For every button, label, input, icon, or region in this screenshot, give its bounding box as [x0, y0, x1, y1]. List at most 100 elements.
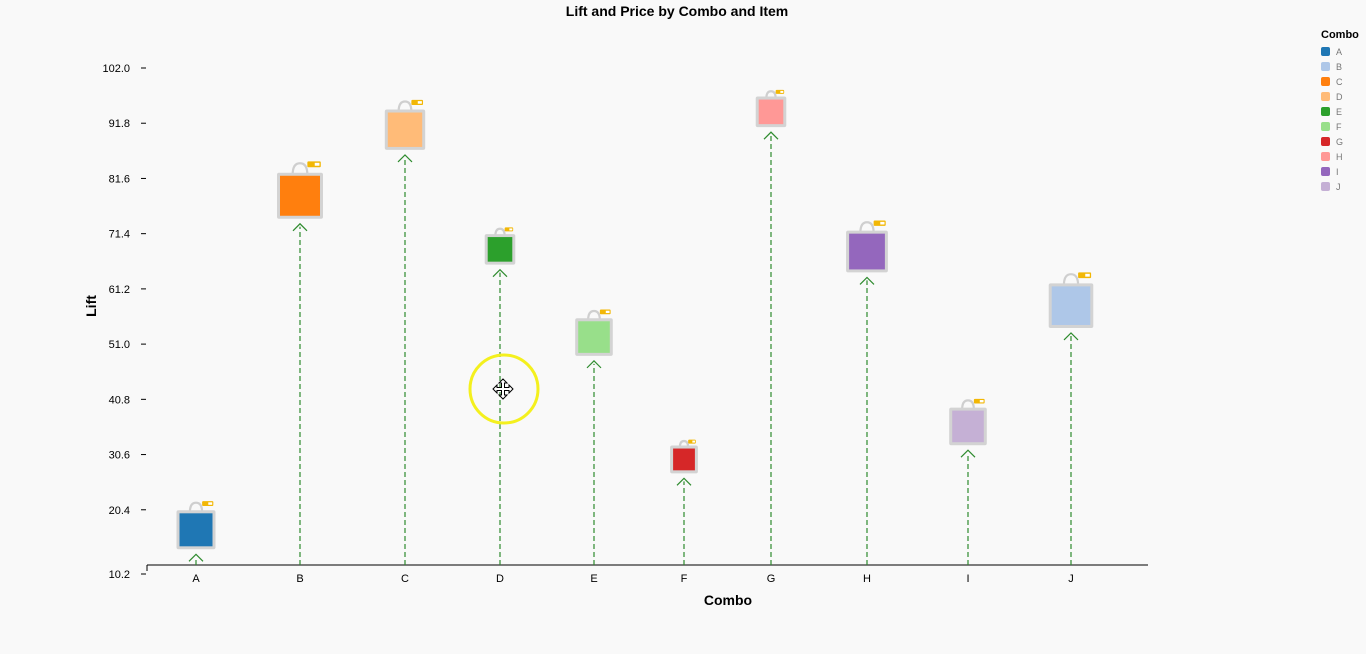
stem-arrowhead: [292, 222, 308, 232]
y-tick-label: 71.4: [109, 229, 130, 241]
stem-arrowhead: [188, 553, 204, 562]
bag-body: [578, 321, 610, 353]
x-tick-label: B: [296, 573, 303, 585]
bag-handle: [188, 501, 204, 513]
cursor-highlight: [468, 353, 540, 425]
y-axis-title: Lift: [83, 295, 99, 317]
x-tick-label: A: [192, 573, 200, 585]
bag-marker-G[interactable]: [755, 89, 787, 128]
legend-label: E: [1336, 107, 1342, 117]
legend-item-G[interactable]: G: [1321, 137, 1343, 147]
x-axis: A B C D E F G H I J: [146, 564, 1148, 585]
bag-handle: [291, 162, 309, 175]
legend-swatch: [1321, 47, 1330, 56]
legend-label: A: [1336, 47, 1342, 57]
legend-item-H[interactable]: H: [1321, 152, 1343, 162]
price-tag-label: [780, 90, 784, 93]
legend-label: F: [1336, 122, 1342, 132]
bag-handle: [961, 399, 975, 410]
legend-item-E[interactable]: E: [1321, 107, 1342, 117]
y-tick-label: 91.8: [109, 118, 130, 130]
bag-body: [179, 513, 213, 547]
stem-arrowhead: [763, 131, 779, 140]
bag-marker-B[interactable]: [277, 161, 323, 219]
bag-handle: [587, 309, 601, 321]
markers-layer: [176, 89, 1094, 550]
legend-item-I[interactable]: I: [1321, 167, 1339, 177]
bag-marker-A[interactable]: [176, 501, 216, 550]
legend-label: I: [1336, 167, 1339, 177]
bag-body: [758, 99, 784, 125]
bag-marker-I[interactable]: [949, 398, 987, 446]
price-tag-label: [314, 162, 320, 166]
bag-handle: [765, 90, 777, 99]
legend-item-J[interactable]: J: [1321, 182, 1341, 192]
x-tick-label: G: [767, 573, 776, 585]
y-tick-label: 20.4: [109, 505, 130, 517]
y-axis: 10.2 20.4 30.6 40.8 51.0 61.2 71.4 81.6 91.8 102.…: [102, 63, 146, 581]
bag-body: [673, 448, 695, 471]
price-tag-label: [692, 440, 696, 443]
bag-handle: [397, 100, 413, 112]
stems-layer: [188, 131, 1079, 565]
cursor-ring: [468, 353, 540, 425]
legend-title: Combo: [1321, 29, 1359, 41]
x-tick-label: D: [496, 573, 504, 585]
price-tag-label: [509, 228, 513, 231]
bag-handle: [494, 227, 506, 237]
bag-marker-J[interactable]: [1048, 272, 1094, 328]
legend-swatch: [1321, 122, 1330, 131]
legend-swatch: [1321, 182, 1330, 191]
y-tick-label: 30.6: [109, 450, 130, 462]
legend-swatch: [1321, 152, 1330, 161]
stem-arrowhead: [1063, 332, 1079, 341]
bag-marker-H[interactable]: [846, 220, 888, 273]
x-tick-label: F: [681, 573, 688, 585]
y-tick-label: 10.2: [109, 569, 130, 581]
bag-marker-F[interactable]: [670, 439, 698, 474]
stem-arrowhead: [859, 276, 875, 285]
bag-body: [1051, 286, 1091, 325]
legend-label: G: [1336, 137, 1343, 147]
bag-marker-D[interactable]: [484, 227, 516, 265]
x-tick-label: I: [966, 573, 969, 585]
bag-marker-E[interactable]: [575, 309, 613, 356]
legend-swatch: [1321, 107, 1330, 116]
stem-arrowhead: [960, 449, 976, 458]
price-tag-label: [1085, 273, 1090, 277]
legend-item-D[interactable]: D: [1321, 92, 1343, 102]
price-tag-label: [208, 502, 213, 505]
price-tag-label: [979, 400, 984, 403]
legend-label: H: [1336, 152, 1343, 162]
stem-arrowhead: [397, 154, 413, 163]
legend-label: D: [1336, 92, 1343, 102]
y-tick-label: 102.0: [102, 63, 130, 75]
bag-body: [849, 233, 885, 270]
x-axis-title: Combo: [704, 592, 752, 608]
x-tick-label: J: [1068, 573, 1074, 585]
legend-label: B: [1336, 62, 1342, 72]
legend-item-C[interactable]: C: [1321, 77, 1343, 87]
chart-title: Lift and Price by Combo and Item: [566, 3, 788, 19]
legend-swatch: [1321, 92, 1330, 101]
bag-body: [487, 237, 513, 262]
legend-item-B[interactable]: B: [1321, 62, 1342, 72]
legend-swatch: [1321, 62, 1330, 71]
legend-item-F[interactable]: F: [1321, 122, 1342, 132]
x-tick-label: H: [863, 573, 871, 585]
x-tick-label: C: [401, 573, 409, 585]
stem-arrowhead: [492, 268, 508, 278]
bag-body: [280, 175, 320, 216]
price-tag-label: [417, 101, 422, 104]
y-tick-label: 51.0: [109, 339, 130, 351]
legend-item-A[interactable]: A: [1321, 47, 1342, 57]
legend-label: C: [1336, 77, 1343, 87]
x-tick-label: E: [590, 573, 597, 585]
stem-arrowhead: [586, 360, 602, 369]
price-tag-label: [880, 221, 885, 225]
bag-marker-C[interactable]: [384, 99, 426, 150]
legend-swatch: [1321, 137, 1330, 146]
